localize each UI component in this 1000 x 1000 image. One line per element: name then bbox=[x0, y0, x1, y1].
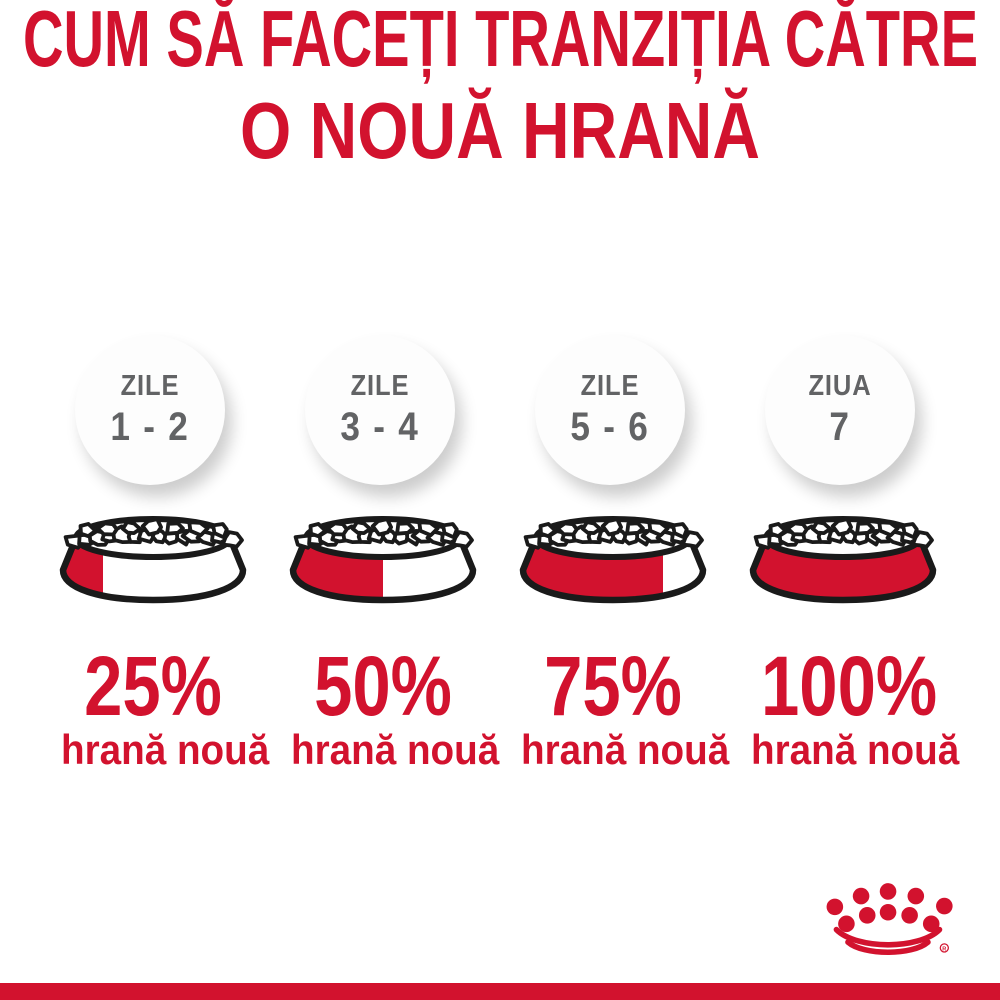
svg-text:R: R bbox=[942, 947, 946, 953]
